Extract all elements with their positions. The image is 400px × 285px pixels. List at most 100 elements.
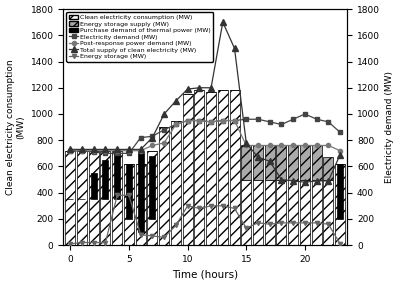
Post-response power demand (MW) <box>314 144 319 147</box>
Post-response power demand (MW) <box>162 141 166 144</box>
Line: Electricity demand (MW): Electricity demand (MW) <box>68 112 342 155</box>
Energy storage (MW) <box>174 224 178 227</box>
Bar <box>159 127 169 245</box>
Bar <box>183 94 192 245</box>
Y-axis label: Clean electricity consumption
(MW): Clean electricity consumption (MW) <box>6 59 25 195</box>
Electricity demand (MW) <box>314 117 319 121</box>
Bar <box>171 121 181 245</box>
Total supply of clean electricity (MW) <box>103 148 108 151</box>
Bar <box>124 164 134 245</box>
Bar <box>114 153 120 199</box>
Post-response power demand (MW) <box>91 149 96 152</box>
Post-response power demand (MW) <box>244 144 249 147</box>
X-axis label: Time (hours): Time (hours) <box>172 269 238 280</box>
Electricity demand (MW) <box>220 119 225 122</box>
Total supply of clean electricity (MW) <box>209 86 214 89</box>
Line: Energy storage (MW): Energy storage (MW) <box>68 193 342 246</box>
Bar <box>241 180 251 245</box>
Bar <box>102 160 108 199</box>
Total supply of clean electricity (MW) <box>232 47 237 50</box>
Energy storage (MW) <box>267 223 272 226</box>
Electricity demand (MW) <box>279 123 284 126</box>
Bar <box>136 164 146 245</box>
Energy storage (MW) <box>220 204 225 207</box>
Total supply of clean electricity (MW) <box>302 180 307 184</box>
Electricity demand (MW) <box>232 119 237 122</box>
Post-response power demand (MW) <box>80 149 84 152</box>
Bar <box>300 145 310 180</box>
Total supply of clean electricity (MW) <box>91 148 96 151</box>
Electricity demand (MW) <box>68 149 73 152</box>
Energy storage (MW) <box>126 194 131 197</box>
Bar <box>312 180 322 245</box>
Post-response power demand (MW) <box>150 144 155 147</box>
Bar <box>91 173 97 199</box>
Bar <box>194 90 204 245</box>
Electricity demand (MW) <box>267 120 272 124</box>
Electricity demand (MW) <box>256 117 260 121</box>
Electricity demand (MW) <box>80 149 84 152</box>
Energy storage (MW) <box>138 233 143 236</box>
Energy storage (MW) <box>326 223 331 226</box>
Line: Post-response power demand (MW): Post-response power demand (MW) <box>68 119 342 153</box>
Energy storage (MW) <box>244 226 249 230</box>
Energy storage (MW) <box>91 241 96 244</box>
Bar <box>112 151 122 245</box>
Total supply of clean electricity (MW) <box>185 87 190 91</box>
Energy storage (MW) <box>314 221 319 225</box>
Electricity demand (MW) <box>302 112 307 116</box>
Total supply of clean electricity (MW) <box>150 136 155 139</box>
Electricity demand (MW) <box>126 152 131 155</box>
Energy storage (MW) <box>279 221 284 225</box>
Total supply of clean electricity (MW) <box>326 179 331 183</box>
Bar <box>324 157 333 180</box>
Energy storage (MW) <box>185 204 190 207</box>
Electricity demand (MW) <box>103 152 108 155</box>
Total supply of clean electricity (MW) <box>68 148 73 151</box>
Electricity demand (MW) <box>209 120 214 124</box>
Total supply of clean electricity (MW) <box>244 141 249 144</box>
Electricity demand (MW) <box>162 128 166 131</box>
Electricity demand (MW) <box>244 117 249 121</box>
Bar <box>335 164 345 245</box>
Total supply of clean electricity (MW) <box>138 148 143 151</box>
Total supply of clean electricity (MW) <box>197 86 202 89</box>
Electricity demand (MW) <box>326 120 331 124</box>
Total supply of clean electricity (MW) <box>220 21 225 24</box>
Post-response power demand (MW) <box>338 149 342 152</box>
Bar <box>150 156 155 219</box>
Bar <box>265 145 275 180</box>
Bar <box>77 151 87 245</box>
Electricity demand (MW) <box>174 123 178 126</box>
Post-response power demand (MW) <box>220 119 225 122</box>
Energy storage (MW) <box>209 204 214 207</box>
Energy storage (MW) <box>338 242 342 246</box>
Electricity demand (MW) <box>185 119 190 122</box>
Energy storage (MW) <box>80 241 84 244</box>
Post-response power demand (MW) <box>232 119 237 122</box>
Energy storage (MW) <box>302 221 307 225</box>
Bar <box>300 180 310 245</box>
Total supply of clean electricity (MW) <box>162 112 166 116</box>
Electricity demand (MW) <box>291 117 296 121</box>
Post-response power demand (MW) <box>185 119 190 122</box>
Bar <box>288 180 298 245</box>
Post-response power demand (MW) <box>326 144 331 147</box>
Electricity demand (MW) <box>115 152 120 155</box>
Post-response power demand (MW) <box>291 144 296 147</box>
Energy storage (MW) <box>291 221 296 225</box>
Post-response power demand (MW) <box>256 144 260 147</box>
Electricity demand (MW) <box>91 150 96 154</box>
Energy storage (MW) <box>232 207 237 210</box>
Total supply of clean electricity (MW) <box>314 179 319 183</box>
Post-response power demand (MW) <box>126 149 131 152</box>
Total supply of clean electricity (MW) <box>126 148 131 151</box>
Bar <box>89 151 99 245</box>
Post-response power demand (MW) <box>115 149 120 152</box>
Electricity demand (MW) <box>338 131 342 134</box>
Bar <box>288 145 298 180</box>
Bar <box>148 151 157 245</box>
Bar <box>126 164 132 219</box>
Line: Total supply of clean electricity (MW): Total supply of clean electricity (MW) <box>68 19 343 185</box>
Post-response power demand (MW) <box>174 123 178 126</box>
